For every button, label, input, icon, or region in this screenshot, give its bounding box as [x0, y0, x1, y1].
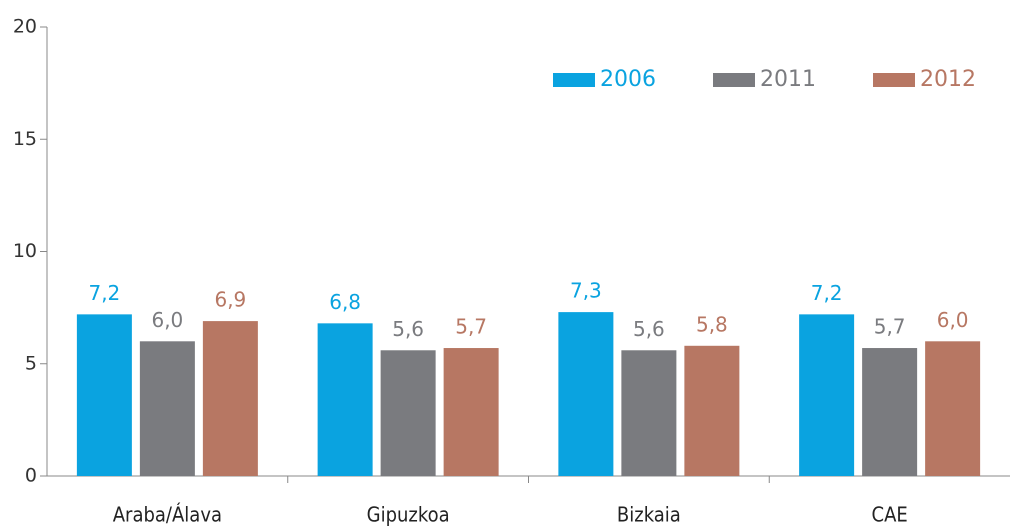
- legend-label: 2012: [920, 67, 976, 92]
- bar: [558, 312, 614, 476]
- bar: [202, 321, 258, 476]
- value-label: 6,0: [937, 308, 969, 332]
- bar: [139, 341, 195, 476]
- bar: [380, 350, 436, 476]
- value-label: 6,9: [214, 288, 246, 312]
- value-label: 7,2: [88, 281, 120, 305]
- bar: [799, 314, 855, 476]
- y-tick-label: 5: [25, 352, 37, 374]
- legend-swatch: [873, 73, 915, 87]
- x-tick-label: Bizkaia: [617, 503, 681, 527]
- value-label: 5,7: [874, 315, 906, 339]
- y-tick-label: 0: [25, 465, 37, 487]
- value-label: 6,8: [329, 290, 361, 314]
- value-label: 6,0: [151, 308, 183, 332]
- y-tick-label: 15: [13, 128, 37, 150]
- bar: [76, 314, 132, 476]
- legend-swatch: [713, 73, 755, 87]
- legend-swatch: [553, 73, 595, 87]
- legend-label: 2006: [600, 67, 656, 92]
- legend-label: 2011: [760, 67, 816, 92]
- bar: [317, 323, 373, 476]
- bar: [443, 348, 499, 476]
- value-label: 5,6: [633, 317, 665, 341]
- value-label: 7,2: [811, 281, 843, 305]
- y-tick-label: 20: [13, 16, 37, 38]
- value-label: 5,8: [696, 312, 728, 336]
- y-tick-label: 10: [13, 240, 37, 262]
- x-tick-label: Gipuzkoa: [367, 503, 450, 527]
- x-tick-label: Araba/Álava: [113, 503, 222, 527]
- value-label: 5,7: [455, 315, 487, 339]
- x-tick-label: CAE: [872, 503, 908, 527]
- bar: [621, 350, 677, 476]
- value-label: 7,3: [570, 279, 602, 303]
- bar: [684, 345, 740, 476]
- bar: [862, 348, 918, 476]
- bar: [925, 341, 981, 476]
- value-label: 5,6: [392, 317, 424, 341]
